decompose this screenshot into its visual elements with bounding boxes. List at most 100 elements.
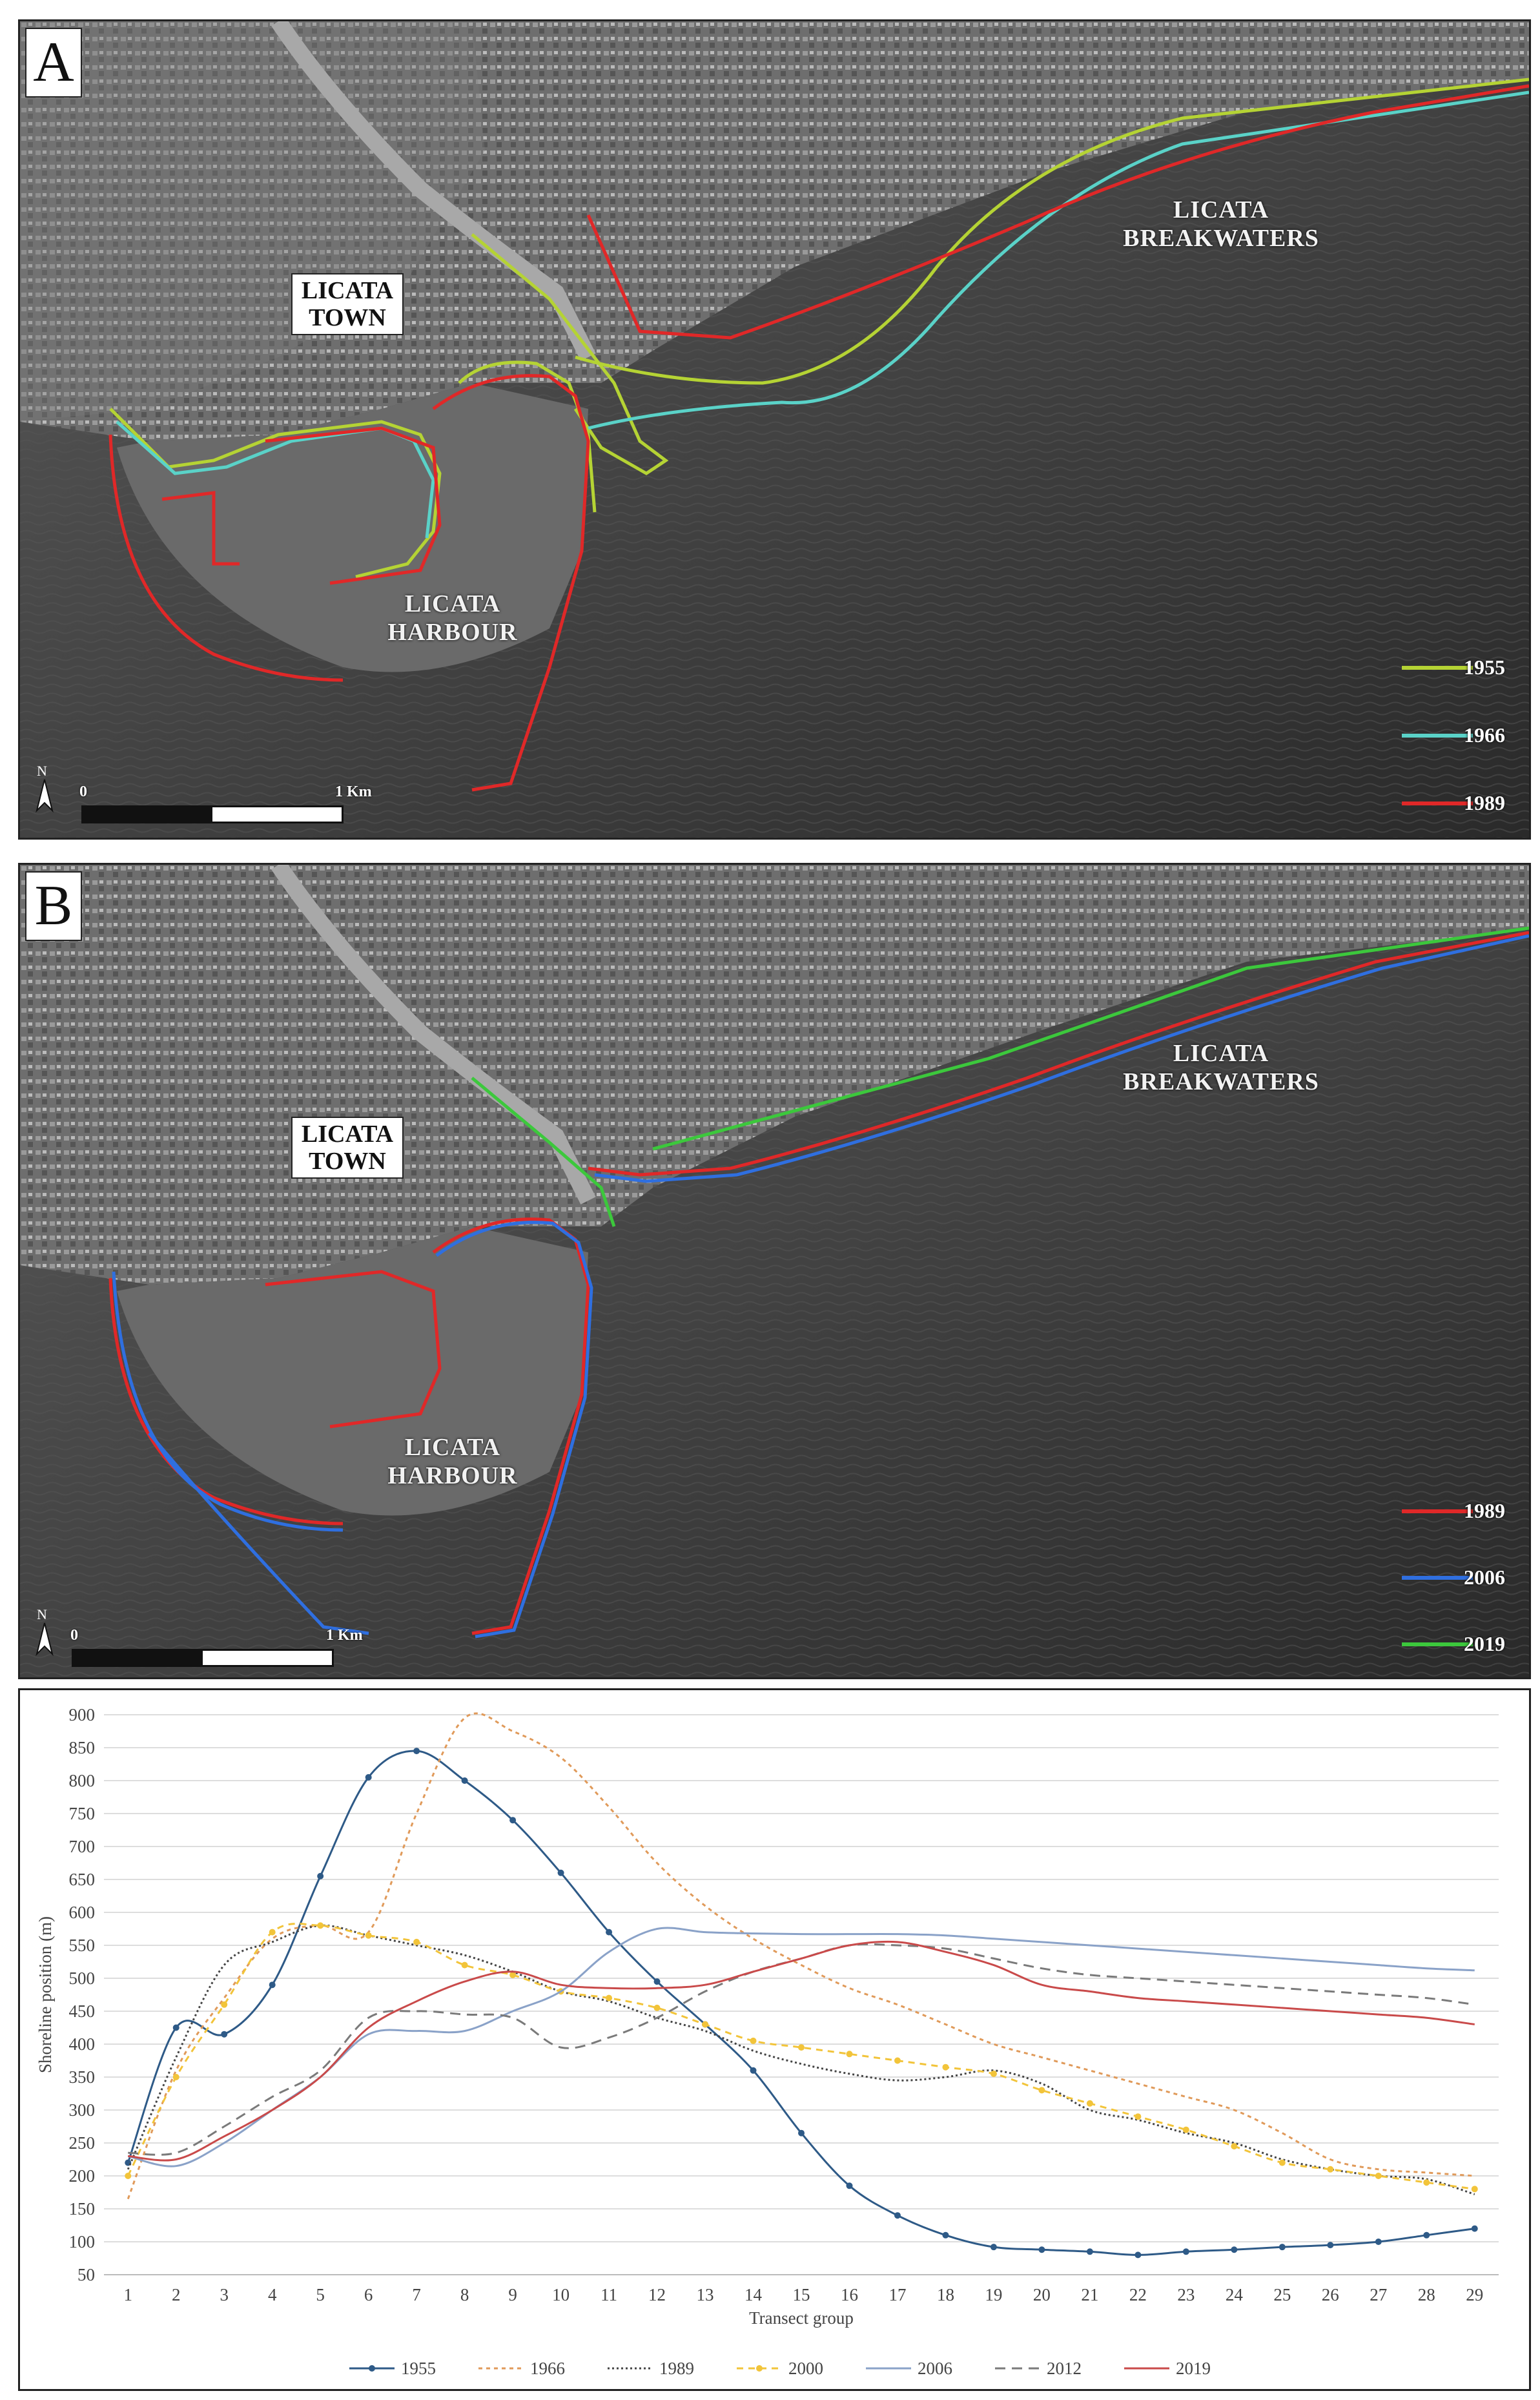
legend-label: 2006 <box>918 2359 952 2378</box>
x-tick-label: 29 <box>1466 2285 1483 2304</box>
data-point-2000 <box>1038 2087 1045 2094</box>
town-label-line1: LICATA <box>301 1121 394 1148</box>
y-tick-label: 550 <box>69 1936 96 1955</box>
data-point-1955 <box>894 2212 901 2219</box>
legend-label: 2006 <box>1464 1566 1505 1589</box>
shoreline-chart: 50 100 150 200 250 300 350 400 450 500 550 600 650 70… <box>18 1688 1531 2391</box>
legend-item-1989: 1989 <box>608 2359 694 2378</box>
legend-label: 1955 <box>1464 656 1505 679</box>
legend-item-2000: 2000 <box>737 2359 823 2378</box>
data-point-1955 <box>798 2129 805 2136</box>
y-tick-label: 650 <box>69 1870 96 1889</box>
data-point-1955 <box>1327 2242 1334 2249</box>
scale-start-label: 0 <box>79 783 87 800</box>
x-tick-label: 11 <box>601 2285 617 2304</box>
data-point-2000 <box>269 1929 276 1936</box>
data-point-1955 <box>990 2244 997 2251</box>
legend-swatch <box>1402 1576 1473 1580</box>
data-point-1955 <box>1471 2225 1478 2232</box>
data-point-2000 <box>172 2074 180 2080</box>
x-tick-label: 7 <box>412 2285 421 2304</box>
y-tick-label: 800 <box>69 1771 96 1790</box>
legend-label: 2012 <box>1047 2359 1082 2378</box>
data-point-1955 <box>221 2031 228 2038</box>
breakwaters-label: LICATA BREAKWATERS <box>1118 196 1324 253</box>
data-point-1955 <box>1038 2246 1045 2253</box>
y-tick-labels: 50 100 150 200 250 300 350 400 450 500 550 600 650 70… <box>69 1705 96 2284</box>
data-point-2000 <box>1086 2100 1093 2107</box>
x-tick-label: 13 <box>697 2285 714 2304</box>
legend-swatch <box>1402 666 1473 670</box>
aerial-photo-b <box>20 865 1529 1677</box>
x-tick-label: 8 <box>460 2285 469 2304</box>
data-point-1955 <box>846 2182 853 2189</box>
data-point-2000 <box>125 2173 132 2179</box>
harbour-label-line2: HARBOUR <box>387 619 518 646</box>
y-tick-label: 700 <box>69 1837 96 1856</box>
x-tick-label: 10 <box>552 2285 570 2304</box>
legend-marker <box>756 2365 763 2372</box>
data-point-2000 <box>1231 2143 1238 2150</box>
y-tick-label: 250 <box>69 2133 96 2153</box>
x-tick-labels: 1 2 3 4 5 6 7 8 9 10 11 12 13 14 15 16 17 18 19 20 21 22 23 24 2… <box>123 2285 1483 2304</box>
scale-end-label: 1 Km <box>335 783 372 800</box>
data-point-2000 <box>413 1938 420 1945</box>
series-line-1955 <box>127 1750 1475 2256</box>
x-tick-label: 9 <box>508 2285 517 2304</box>
data-point-1955 <box>1086 2248 1093 2255</box>
y-tick-label: 900 <box>69 1705 96 1724</box>
x-tick-label: 21 <box>1081 2285 1098 2304</box>
north-label: N <box>37 763 47 779</box>
x-tick-label: 14 <box>744 2285 763 2304</box>
x-tick-label: 26 <box>1322 2285 1339 2304</box>
north-arrow-icon: N <box>32 763 57 816</box>
town-label-line1: LICATA <box>301 277 394 304</box>
legend-item-2019: 2019 <box>1124 2359 1211 2378</box>
x-tick-label: 12 <box>648 2285 666 2304</box>
y-tick-label: 50 <box>77 2265 95 2284</box>
data-point-2000 <box>653 2004 661 2011</box>
chart-svg: 50 100 150 200 250 300 350 400 450 500 550 600 650 70… <box>36 1705 1499 2378</box>
chart-legend: 1955 1966 1989 2000 2006 2012 2019 <box>349 2359 1211 2378</box>
legend-label: 1989 <box>659 2359 694 2378</box>
x-tick-label: 4 <box>268 2285 277 2304</box>
series-line-2000 <box>127 1923 1475 2190</box>
data-point-1955 <box>606 1929 613 1936</box>
aerial-photo-a <box>20 21 1529 838</box>
y-tick-label: 500 <box>69 1969 96 1988</box>
legend-marker <box>369 2365 375 2372</box>
harbour-label-line1: LICATA <box>404 590 501 617</box>
x-tick-label: 19 <box>985 2285 1002 2304</box>
scale-end-label: 1 Km <box>326 1627 363 1644</box>
x-axis-title: Transect group <box>749 2308 854 2328</box>
legend-label: 1955 <box>401 2359 436 2378</box>
y-tick-label: 750 <box>69 1804 96 1823</box>
harbour-label-line1: LICATA <box>404 1434 501 1461</box>
x-tick-label: 6 <box>364 2285 373 2304</box>
data-point-2000 <box>846 2051 853 2058</box>
scale-bar <box>81 805 344 823</box>
breakwaters-label-line1: LICATA <box>1173 1040 1269 1067</box>
town-label: LICATA TOWN <box>291 1117 404 1179</box>
data-point-1955 <box>1134 2251 1142 2259</box>
series-line-2012 <box>128 1943 1475 2156</box>
harbour-label-line2: HARBOUR <box>387 1462 518 1489</box>
data-point-2000 <box>1182 2126 1189 2133</box>
map-panel-a: A LICATA TOWN LICATA HARBOUR LICATA BREA… <box>18 19 1531 840</box>
harbour-label: LICATA HARBOUR <box>369 1433 537 1490</box>
data-point-2000 <box>509 1971 517 1978</box>
data-point-2000 <box>894 2057 901 2064</box>
data-point-1955 <box>509 1817 517 1824</box>
panel-letter-b: B <box>25 871 82 941</box>
harbour-label: LICATA HARBOUR <box>369 590 537 647</box>
data-point-1955 <box>557 1869 564 1876</box>
data-point-2000 <box>1134 2113 1142 2120</box>
data-point-1955 <box>317 1872 324 1879</box>
y-tick-label: 850 <box>69 1738 96 1757</box>
x-tick-label: 15 <box>793 2285 810 2304</box>
data-point-1955 <box>413 1748 420 1755</box>
x-tick-label: 27 <box>1370 2285 1387 2304</box>
data-point-2000 <box>365 1932 372 1939</box>
data-point-2000 <box>990 2070 997 2077</box>
town-label-line2: TOWN <box>309 304 386 331</box>
